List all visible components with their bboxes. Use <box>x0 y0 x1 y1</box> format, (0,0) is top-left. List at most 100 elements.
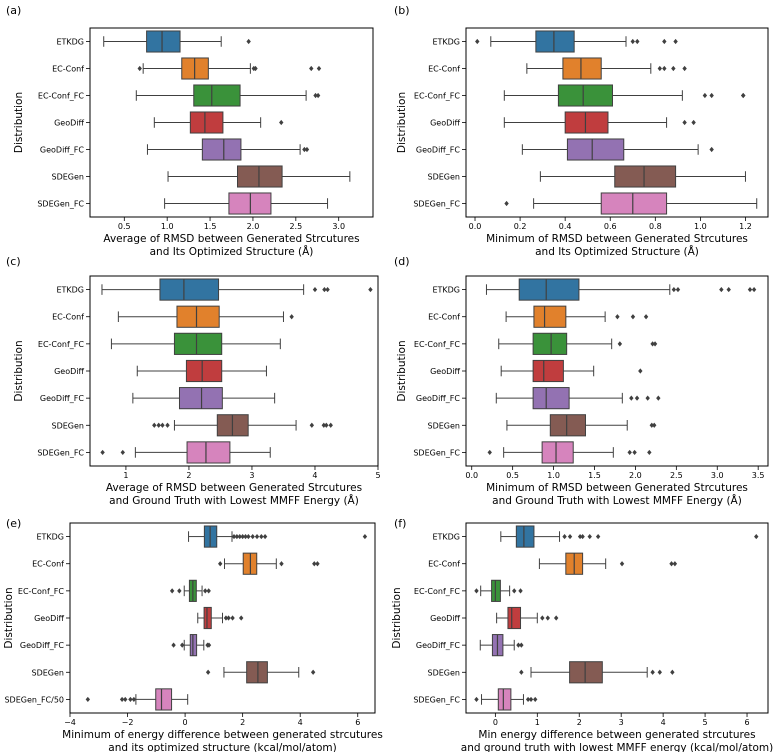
panel-letter: (f) <box>394 517 406 530</box>
category-label: SDEGen_FC <box>413 695 460 704</box>
x-tick-label: 2 <box>577 718 582 727</box>
x-tick-label: 0.0 <box>469 222 482 231</box>
category-label: EC-Conf <box>428 313 460 322</box>
x-tick-label: 3.5 <box>752 471 765 480</box>
flier-point <box>671 286 677 293</box>
x-tick-label: −2 <box>122 718 134 727</box>
box-GeoDiff <box>507 606 522 630</box>
flier-point <box>741 92 746 99</box>
flier-point <box>171 642 176 648</box>
flier-point <box>504 200 509 207</box>
flier-point <box>160 422 165 428</box>
flier-point <box>316 65 322 72</box>
box-SDEGen_FC <box>541 441 574 464</box>
flier-point <box>528 696 534 703</box>
flier-point <box>682 119 687 126</box>
x-tick-label: 4 <box>312 471 317 480</box>
flier-point <box>656 395 661 401</box>
flier-point <box>279 561 284 567</box>
x-axis-label: Average of RMSD between Generated Strcut… <box>103 233 359 245</box>
x-tick-label: 1.0 <box>547 471 560 480</box>
box-GeoDiff <box>532 359 564 383</box>
x-tick-label: 2.0 <box>247 222 260 231</box>
x-axis-label: Minimum of RMSD between Generated Strcut… <box>486 233 748 245</box>
flier-point <box>169 588 175 594</box>
x-tick-label: 1 <box>535 718 540 727</box>
flier-point <box>516 642 521 648</box>
flier-point <box>540 615 545 621</box>
series-SDEGen: SDEGen <box>52 165 351 188</box>
x-axis-label: Min energy difference between generated … <box>478 729 755 741</box>
flier-point <box>240 533 245 540</box>
flier-point <box>719 286 724 293</box>
series-GeoDiff: GeoDiff <box>430 111 696 134</box>
x-tick-label: 0.4 <box>559 222 572 231</box>
flier-point <box>562 533 567 540</box>
series-GeoDiff_FC: GeoDiff_FC <box>20 634 212 657</box>
x-tick-label: 5 <box>375 471 380 480</box>
x-tick-label: 0 <box>493 718 498 727</box>
x-axis-label: and ground truth with lowest MMFF energy… <box>461 742 773 752</box>
series-SDEGen: SDEGen <box>428 165 746 188</box>
flier-point <box>289 314 294 320</box>
panel-a: (a) ETKDG EC-Conf EC-Conf_FC GeoDiff GeoDiff_… <box>6 4 374 258</box>
series-SDEGen_FC: SDEGen_FC <box>413 441 652 464</box>
flier-point <box>262 533 268 540</box>
flier-point <box>279 119 284 126</box>
flier-point <box>156 422 161 428</box>
x-tick-label: 1.2 <box>739 222 752 231</box>
flier-point <box>671 65 676 72</box>
flier-point <box>120 449 125 456</box>
flier-point <box>670 669 675 675</box>
flier-point <box>254 533 260 540</box>
flier-point <box>632 449 637 456</box>
flier-point <box>587 533 592 540</box>
flier-point <box>315 92 321 99</box>
flier-point <box>754 533 759 540</box>
flier-point <box>533 696 538 703</box>
category-label: SDEGen_FC <box>413 200 460 209</box>
x-tick-label: 1.0 <box>161 222 174 231</box>
flier-point <box>647 449 652 456</box>
flier-point <box>657 65 663 72</box>
flier-point <box>302 146 307 153</box>
category-label: ETKDG <box>432 38 460 47</box>
flier-point <box>709 92 714 99</box>
series-EC-Conf: EC-Conf <box>428 57 687 80</box>
box-EC-Conf_FC <box>532 332 568 355</box>
box-SDEGen <box>614 165 677 188</box>
category-label: GeoDiff <box>430 367 460 376</box>
category-label: EC-Conf_FC <box>38 92 84 101</box>
y-axis-label: Distribution <box>13 340 25 401</box>
series-EC-Conf: EC-Conf <box>52 305 294 328</box>
category-label: ETKDG <box>56 38 84 47</box>
category-label: GeoDiff_FC <box>416 146 461 155</box>
flier-point <box>321 422 327 428</box>
x-tick-label: −4 <box>64 718 76 727</box>
category-label: ETKDG <box>36 533 64 542</box>
box-GeoDiff <box>564 111 609 134</box>
series-ETKDG: ETKDG <box>36 525 368 548</box>
flier-point <box>165 422 170 428</box>
axes-frame <box>465 27 769 218</box>
category-label: GeoDiff <box>54 367 84 376</box>
box-GeoDiff_FC <box>566 138 625 161</box>
flier-point <box>325 286 330 293</box>
series-SDEGen_FC: SDEGen_FC <box>413 192 758 215</box>
flier-point <box>328 422 333 428</box>
box-EC-Conf_FC <box>557 84 613 107</box>
category-label: EC-Conf_FC <box>414 587 460 596</box>
category-label: EC-Conf_FC <box>18 587 64 596</box>
panel-e: (e) ETKDG EC-Conf EC-Conf_FC GeoDiff GeoDiff_… <box>3 517 383 752</box>
panel-letter: (c) <box>6 255 21 268</box>
x-axis-label: Minimum of energy difference between gen… <box>62 729 383 741</box>
flier-point <box>645 395 650 401</box>
flier-point <box>234 533 240 540</box>
flier-point <box>322 286 327 293</box>
flier-point <box>309 65 314 72</box>
box-GeoDiff <box>203 606 212 630</box>
x-tick-label: 0.8 <box>649 222 662 231</box>
x-axis-label: and Ground Truth with Lowest MMFF Energy… <box>492 494 742 507</box>
flier-point <box>230 615 235 621</box>
